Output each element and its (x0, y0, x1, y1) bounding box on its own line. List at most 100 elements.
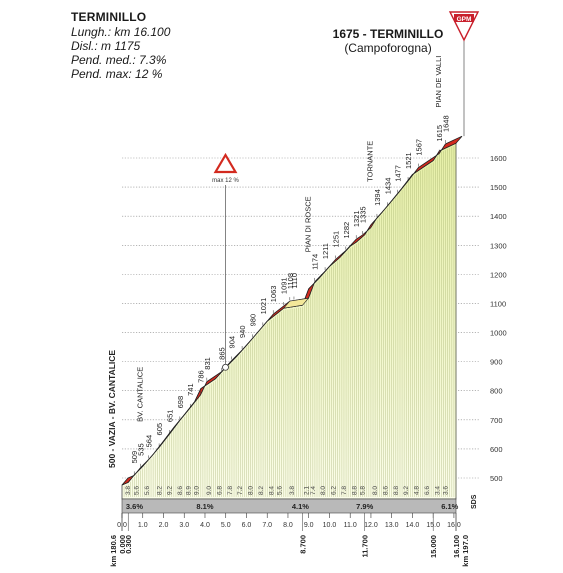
segment-gradient: 9.0 (206, 486, 213, 495)
elevation-label: 535 (136, 443, 145, 456)
x-tick-label: 13.0 (385, 522, 399, 529)
place-label: PIAN DE VALLI (434, 56, 443, 108)
km-marker: 11.700 (361, 535, 370, 558)
climb-info: TERMINILLO Lungh.: km 16.100 Disl.: m 11… (71, 10, 170, 81)
y-tick-label: 1000 (490, 329, 507, 338)
y-tick-label: 1500 (490, 183, 507, 192)
segment-gradient: 3.8 (289, 486, 296, 495)
elevation-label: 509 (130, 451, 139, 464)
max-gradient-point (222, 363, 229, 371)
base-bar-rect (121, 498, 457, 514)
x-tick-label: 8.0 (283, 522, 293, 529)
x-tick-label: 7.0 (262, 522, 272, 529)
segment-gradient: 5.6 (277, 486, 284, 495)
segment-gradient: 8.4 (268, 486, 275, 495)
km-marker: km 180.6 (109, 535, 118, 567)
climb-max-gradient: Pend. max: 12 % (71, 67, 163, 81)
elevation-label: 786 (197, 370, 206, 383)
y-tick-label: 900 (490, 358, 503, 367)
road-band (121, 135, 463, 486)
elevation-label: 1321 (352, 210, 361, 227)
climb-elevation-gain: Disl.: m 1175 (71, 39, 141, 53)
elevation-label: 1434 (383, 178, 392, 195)
max-gradient-label: max 12 % (212, 178, 239, 184)
x-tick-label: 9.0 (304, 522, 314, 529)
y-tick-label: 800 (490, 387, 503, 396)
x-tick-label: 2.0 (159, 522, 169, 529)
section-gradient: 6.1% (441, 502, 458, 511)
segment-gradient: 7.8 (341, 486, 348, 495)
segment-gradient: 5.8 (360, 486, 367, 495)
km-marker: 0.000 (118, 535, 127, 554)
elevation-label: 741 (186, 383, 195, 396)
decorations: max 12 % GPM (212, 11, 480, 371)
gpm-badge-box (454, 14, 474, 22)
y-axis-ticks: 500 600 700 800 900 1000 1100 1200 1300 1400 1500 1… (490, 154, 507, 483)
elevation-label: 980 (248, 314, 257, 327)
segment-gradient: 8.2 (258, 486, 265, 495)
section-gradient: 3.6% (126, 502, 143, 511)
segment-gradient: 8.0 (248, 486, 255, 495)
elevation-labels: 5095355646056516987417868318659049409801… (130, 115, 450, 475)
y-tick-label: 1100 (490, 299, 506, 308)
segment-gradient: 3.6 (443, 486, 450, 495)
x-tick-label: 12.0 (364, 522, 378, 529)
elevation-label: 605 (155, 423, 164, 436)
elevation-label: 1211 (321, 243, 330, 259)
x-tick-label: 3.0 (179, 522, 189, 529)
x-tick-label: 4.0 (200, 522, 210, 529)
segment-gradient: 8.6 (177, 486, 184, 495)
y-tick-label: 500 (490, 474, 503, 483)
elevation-label: 1174 (311, 254, 320, 270)
segment-gradient: 8.0 (372, 486, 379, 495)
place-label: BV. CANTALICE (135, 367, 144, 422)
profile-hatching (123, 145, 457, 497)
segment-gradient: 4.8 (414, 486, 421, 495)
elevation-label: 1251 (331, 231, 340, 248)
x-tick-label: 10.0 (323, 522, 337, 529)
elevation-label: 1615 (435, 125, 444, 142)
segment-gradient: 8.9 (185, 486, 192, 495)
x-axis-ticks: 0.0 1.0 2.0 3.0 4.0 5.0 6.0 7.0 8.0 9.0 10.0 11.0 12… (117, 513, 461, 529)
elevation-label: 1477 (394, 165, 403, 182)
gradient-labels: 3.8 5.6 5.6 8.2 9.2 8.6 8.9 9.0 9.0 6.8 7.8 7.2 8.0 8… (125, 486, 458, 511)
elevation-label: 1282 (342, 222, 351, 239)
place-label: PIAN DI ROSCE (303, 196, 312, 252)
gpm-badge-label: GPM (457, 16, 472, 23)
segment-gradient: 7.2 (237, 486, 244, 495)
segment-gradient: 6.8 (217, 486, 224, 495)
x-tick-label: 16.0 (447, 522, 461, 529)
summit-info: 1675 - TERMINILLO (Campoforogna) (318, 27, 458, 55)
elevation-label: 564 (145, 435, 154, 448)
climb-avg-gradient: Pend. med.: 7.3% (71, 53, 167, 67)
elevation-label: 1567 (414, 139, 423, 156)
elevation-label: 1521 (404, 152, 413, 169)
x-tick-label: 6.0 (242, 522, 252, 529)
y-tick-label: 1400 (490, 212, 507, 221)
km-marker: km 197.0 (461, 535, 470, 567)
y-tick-label: 600 (490, 445, 503, 454)
max-gradient-icon (213, 152, 238, 174)
y-tick-label: 1200 (490, 270, 507, 279)
segment-gradient: 7.4 (310, 486, 317, 495)
segment-gradient: 6.2 (331, 486, 338, 495)
elevation-label: 904 (228, 336, 237, 349)
y-tick-label: 1300 (490, 241, 507, 250)
segment-gradient: 3.4 (434, 486, 441, 495)
km-marker: 0.300 (124, 535, 133, 554)
segment-gradient: 9.2 (403, 486, 410, 495)
elevation-label: 940 (238, 325, 247, 338)
summit-title: 1675 - TERMINILLO (332, 27, 444, 41)
elevation-label: 831 (203, 357, 212, 370)
segment-gradient: 9.2 (167, 486, 174, 495)
segment-gradient: 5.6 (144, 486, 151, 495)
segment-gradient: 8.8 (393, 486, 400, 495)
elevation-label: 1108 (286, 273, 295, 289)
elevation-label: 1063 (269, 286, 278, 303)
base-bar (121, 498, 457, 514)
elevation-label: 1394 (373, 189, 382, 206)
summit-subtitle: (Campoforogna) (344, 41, 432, 55)
elevation-label: 1110 (290, 273, 299, 289)
elevation-label: 1335 (358, 206, 367, 223)
